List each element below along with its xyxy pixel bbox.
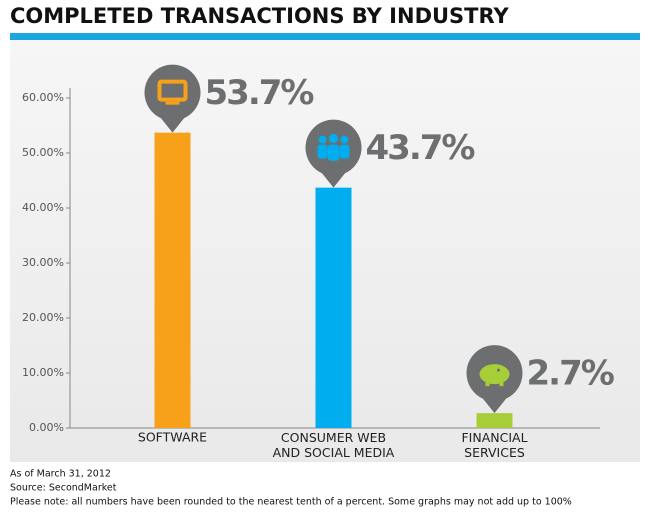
note: Please note: all numbers have been round… [10, 497, 572, 508]
icon [485, 380, 490, 387]
note: Source: SecondMarket [10, 483, 117, 494]
bar [315, 187, 352, 428]
y-tick-label: 0.00% [29, 421, 64, 434]
icon [339, 144, 350, 159]
y-tick-label: 20.00% [22, 311, 64, 324]
icon [327, 144, 340, 161]
pin [321, 172, 346, 188]
header-bar [10, 33, 640, 40]
y-tick-label: 30.00% [22, 256, 64, 269]
x-tick-label: SOFTWARE [138, 430, 207, 445]
icon [318, 135, 327, 144]
icon [328, 133, 339, 144]
y-tick-label: 10.00% [22, 366, 64, 379]
chart-title: COMPLETED TRANSACTIONS BY INDUSTRY [10, 4, 510, 28]
icon [157, 79, 188, 102]
y-tick-label: 50.00% [22, 146, 64, 159]
icon [479, 364, 510, 385]
y-tick-label: 40.00% [22, 201, 64, 214]
y-tick-label: 60.00% [22, 91, 64, 104]
bar [476, 413, 513, 428]
icon [165, 101, 180, 105]
pin [144, 64, 201, 121]
value-label: 53.7% [205, 73, 314, 113]
pin [482, 398, 507, 414]
icon [340, 135, 349, 144]
value-label: 2.7% [527, 354, 614, 394]
bar [154, 132, 191, 428]
pin [160, 117, 185, 133]
value-label: 43.7% [366, 128, 475, 168]
note: As of March 31, 2012 [10, 469, 111, 480]
icon [499, 380, 504, 387]
x-tick-label: FINANCIAL SERVICES [461, 430, 527, 460]
icon [317, 144, 328, 159]
x-tick-label: CONSUMER WEB AND SOCIAL MEDIA [273, 430, 395, 460]
icon [497, 368, 500, 372]
